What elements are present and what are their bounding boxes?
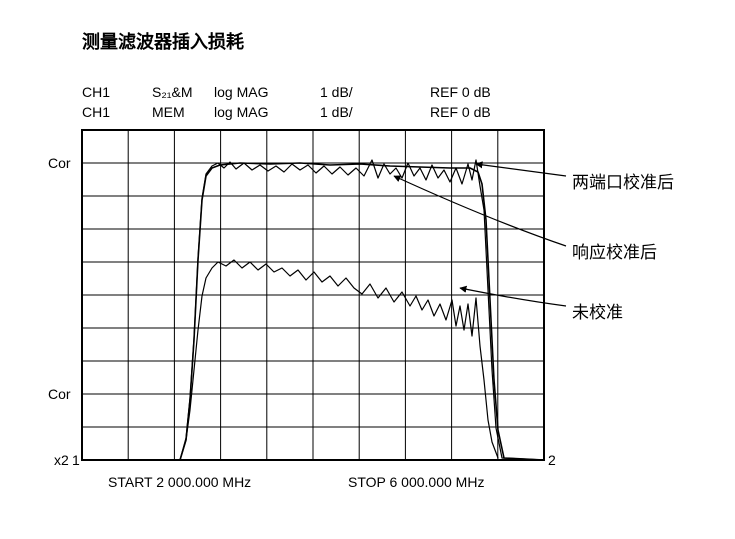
grid [82,130,544,460]
plot-svg [0,0,735,539]
